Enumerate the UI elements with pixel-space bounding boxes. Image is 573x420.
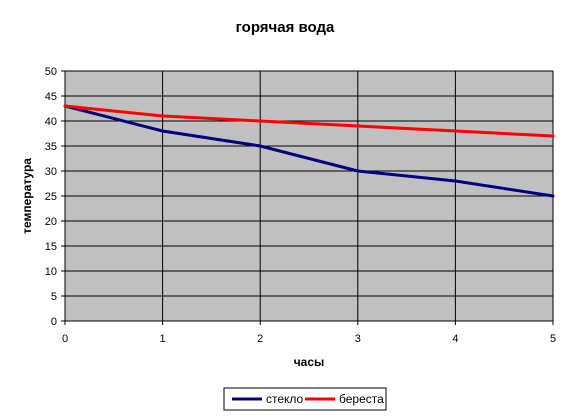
- legend-label-beresta: береста: [339, 392, 384, 406]
- y-axis-label: температура: [20, 158, 34, 234]
- y-tick-label-10: 10: [45, 266, 57, 278]
- series-layer: [63, 104, 555, 198]
- y-tick-label-5: 5: [51, 291, 57, 303]
- x-tick-label-2: 2: [257, 333, 263, 345]
- series-line-steklo: [63, 104, 555, 198]
- y-tick-label-25: 25: [45, 191, 57, 203]
- legend-label-steklo: стекло: [266, 392, 304, 406]
- y-tick-label-50: 50: [45, 66, 57, 78]
- y-tick-label-20: 20: [45, 216, 57, 228]
- y-tick-label-40: 40: [45, 116, 57, 128]
- legend: стекло береста: [223, 387, 387, 411]
- x-tick-label-1: 1: [160, 333, 166, 345]
- x-axis-ticks: 0 1 2 3 4 5: [62, 321, 556, 345]
- x-axis-label: часы: [294, 355, 325, 369]
- chart-title: горячая вода: [236, 19, 335, 36]
- gridlines: [65, 70, 554, 321]
- y-tick-label-45: 45: [45, 91, 57, 103]
- x-tick-label-3: 3: [355, 333, 361, 345]
- x-tick-label-4: 4: [452, 333, 458, 345]
- y-tick-label-0: 0: [51, 316, 57, 328]
- series-line-beresta: [63, 104, 555, 138]
- y-tick-label-15: 15: [45, 241, 57, 253]
- y-axis-ticks: 0 5 10 15 20 25 30 35 40 45 50: [45, 66, 65, 328]
- y-tick-label-35: 35: [45, 141, 57, 153]
- y-tick-label-30: 30: [45, 166, 57, 178]
- x-tick-label-5: 5: [550, 333, 556, 345]
- x-tick-label-0: 0: [62, 333, 68, 345]
